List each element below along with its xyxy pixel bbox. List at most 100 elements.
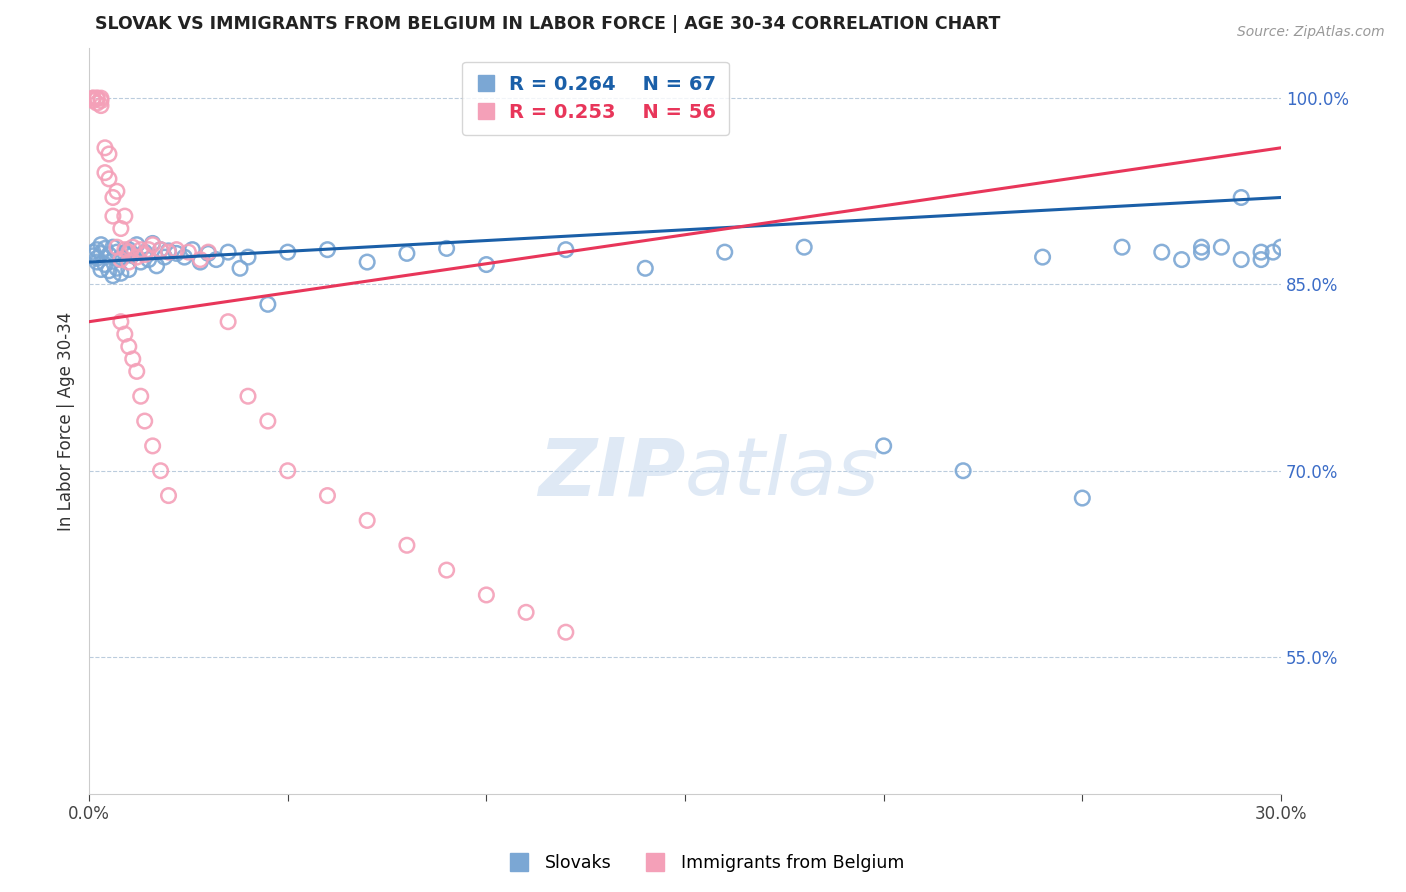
Point [86,91,108,105]
Point [1230,190,1253,204]
Point [188,255,211,269]
Point [105,240,128,254]
Point [236,389,259,403]
Point [1111,240,1133,254]
Point [1071,491,1094,505]
Point [125,364,148,378]
Point [129,389,152,403]
Point [105,245,128,260]
Point [118,255,141,269]
Point [872,439,894,453]
Point [356,513,378,527]
Point [277,464,299,478]
Point [97,172,120,186]
Point [118,339,141,353]
Point [82,94,104,108]
Point [229,261,252,276]
Point [1230,252,1253,267]
Point [86,91,108,105]
Point [436,241,458,255]
Point [90,246,112,260]
Point [97,147,120,161]
Point [134,247,156,261]
Point [94,258,117,272]
Point [86,96,108,111]
Point [157,489,180,503]
Point [1032,250,1054,264]
Point [554,243,576,257]
Point [197,246,219,260]
Text: Source: ZipAtlas.com: Source: ZipAtlas.com [1237,25,1385,39]
Point [129,255,152,269]
Point [436,563,458,577]
Point [142,439,165,453]
Point [82,91,104,105]
Point [952,464,974,478]
Point [110,250,132,264]
Point [90,94,112,108]
Point [86,243,108,257]
Point [1250,245,1272,260]
Point [475,588,498,602]
Point [181,243,204,257]
Point [173,250,195,264]
Point [145,259,167,273]
Point [395,246,418,260]
Point [101,240,124,254]
Point [121,351,143,366]
Point [713,245,735,260]
Point [134,414,156,428]
Point [138,252,160,267]
Point [1270,240,1292,254]
Point [110,315,132,329]
Point [177,245,200,260]
Point [94,241,117,255]
Y-axis label: In Labor Force | Age 30-34: In Labor Force | Age 30-34 [58,311,75,531]
Point [82,249,104,263]
Point [475,258,498,272]
Point [166,243,188,257]
Point [90,91,112,105]
Point [114,243,136,257]
Point [114,209,136,223]
Point [86,255,108,269]
Point [142,237,165,252]
Point [121,247,143,261]
Point [217,315,239,329]
Point [90,262,112,277]
Point [142,236,165,251]
Point [149,464,172,478]
Point [118,262,141,277]
Point [395,538,418,552]
Point [197,245,219,260]
Point [1150,245,1173,260]
Point [149,243,172,257]
Point [236,250,259,264]
Point [138,243,160,257]
Point [1170,252,1192,267]
Point [1211,240,1233,254]
Point [97,264,120,278]
Point [105,261,128,276]
Point [97,247,120,261]
Point [316,243,339,257]
Point [118,245,141,260]
Point [94,166,117,180]
Point [217,245,239,260]
Point [257,297,280,311]
Point [356,255,378,269]
Point [90,237,112,252]
Point [86,252,108,266]
Text: SLOVAK VS IMMIGRANTS FROM BELGIUM IN LABOR FORCE | AGE 30-34 CORRELATION CHART: SLOVAK VS IMMIGRANTS FROM BELGIUM IN LAB… [96,15,1001,33]
Point [110,252,132,267]
Point [634,261,657,276]
Point [90,98,112,112]
Text: atlas: atlas [685,434,880,512]
Point [205,252,228,267]
Point [105,184,128,198]
Point [257,414,280,428]
Point [125,237,148,252]
Point [110,221,132,235]
Point [1191,245,1213,260]
Point [793,240,815,254]
